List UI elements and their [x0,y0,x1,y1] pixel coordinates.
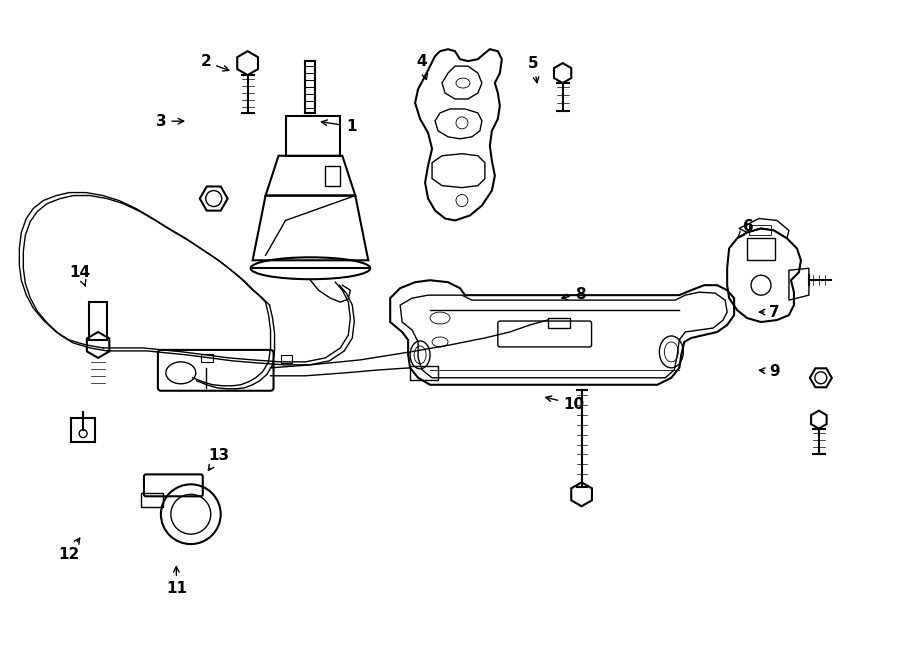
Bar [747,239,775,260]
Bar [281,355,292,363]
Text: 4: 4 [416,54,428,79]
Text: 2: 2 [201,54,229,71]
Text: 9: 9 [760,364,780,379]
Text: 13: 13 [208,448,230,471]
Text: 12: 12 [58,538,80,562]
Bar [410,366,438,380]
Text: 7: 7 [760,305,780,319]
Text: 10: 10 [545,396,584,412]
Bar [89,302,107,340]
Bar [141,493,163,507]
Text: 8: 8 [562,287,585,302]
Bar [201,354,212,362]
Text: 5: 5 [528,56,539,83]
Text: 11: 11 [166,566,187,596]
Text: 14: 14 [70,265,91,286]
Bar [749,225,771,235]
Bar [548,318,570,328]
Text: 6: 6 [738,219,754,237]
Text: 1: 1 [321,119,356,134]
Bar [71,418,95,442]
Bar [285,116,340,156]
Bar [326,166,340,186]
Text: 3: 3 [156,114,184,129]
